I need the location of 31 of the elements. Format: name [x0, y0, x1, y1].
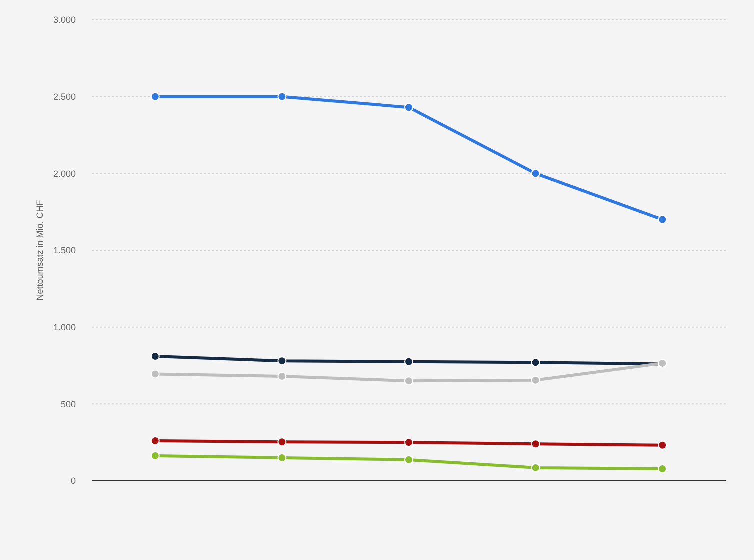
- point: [404, 103, 414, 112]
- point: [150, 436, 160, 446]
- point: [531, 358, 540, 368]
- y-tick-label: 2.000: [53, 168, 76, 179]
- point: [404, 376, 414, 386]
- y-tick-label: 1.500: [53, 246, 76, 256]
- point: [150, 92, 160, 102]
- point: [404, 455, 414, 464]
- point: [404, 357, 414, 366]
- point: [531, 376, 540, 385]
- point: [404, 438, 414, 448]
- point: [278, 356, 287, 366]
- y-tick-label: 3.000: [53, 15, 76, 26]
- point: [150, 352, 160, 362]
- point: [150, 370, 160, 379]
- point: [531, 463, 540, 472]
- point: [150, 451, 160, 460]
- point: [531, 169, 540, 178]
- y-tick-label: 0: [70, 476, 76, 486]
- point: [658, 464, 668, 474]
- point: [278, 372, 287, 382]
- point: [278, 438, 287, 447]
- y-tick-label: 2.500: [53, 92, 76, 102]
- point: [658, 215, 668, 224]
- y-axis-title: Nettoumsatz in Mio. CHF: [35, 200, 45, 301]
- point: [278, 453, 287, 462]
- y-tick-label: 1.000: [53, 322, 76, 332]
- y-tick-label: 500: [60, 399, 76, 410]
- point: [658, 440, 668, 450]
- point: [531, 440, 540, 449]
- point: [278, 92, 287, 102]
